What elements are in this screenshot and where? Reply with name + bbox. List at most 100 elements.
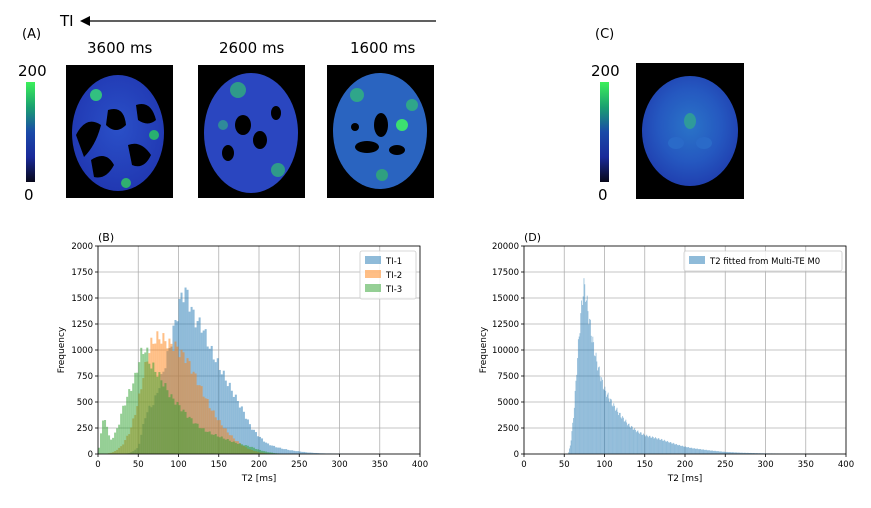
- hist-bar: [635, 429, 636, 454]
- hist-bar: [602, 388, 604, 454]
- hist-bar: [134, 372, 137, 454]
- hist-bar: [684, 446, 685, 454]
- hist-bar: [754, 453, 756, 454]
- x-tick-label: 150: [211, 460, 227, 470]
- x-tick-label: 350: [372, 460, 388, 470]
- hist-bar: [582, 296, 584, 454]
- hist-bar: [220, 374, 223, 454]
- hist-bar: [228, 382, 231, 454]
- y-tick-label: 2500: [497, 424, 519, 434]
- hist-bar: [653, 438, 655, 454]
- hist-bar: [592, 336, 594, 454]
- hist-bar: [613, 403, 615, 454]
- hist-bar: [631, 426, 633, 454]
- hist-bar: [244, 418, 247, 454]
- hist-bar: [585, 300, 587, 454]
- hist-bar: [658, 438, 660, 454]
- hist-bar: [569, 445, 571, 454]
- hist-bar: [250, 429, 253, 454]
- hist-bar: [631, 425, 632, 454]
- hist-bar: [206, 431, 209, 454]
- hist-bar: [587, 311, 589, 454]
- hist-bar: [212, 410, 215, 454]
- hist-bar: [242, 411, 245, 454]
- hist-bar: [742, 452, 743, 454]
- hist-bar: [606, 394, 608, 454]
- hist-bar: [673, 443, 675, 454]
- hist-bar: [256, 449, 259, 454]
- y-tick-label: 5000: [497, 398, 519, 408]
- x-tick-label: 300: [331, 460, 347, 470]
- y-tick-label: 7500: [497, 372, 519, 382]
- m0-t2-map: [636, 63, 744, 199]
- hist-bar: [307, 452, 310, 454]
- x-tick-label: 400: [412, 460, 428, 470]
- hist-bar: [706, 450, 708, 454]
- hist-bar: [218, 369, 221, 454]
- hist-bar: [738, 452, 739, 454]
- hist-bar: [680, 445, 681, 454]
- hist-bar: [186, 358, 189, 454]
- hist-bar: [208, 431, 211, 454]
- hist-bar: [156, 376, 159, 454]
- hist-bar: [663, 440, 665, 454]
- hist-bar: [152, 362, 155, 454]
- y-tick-label: 250: [77, 424, 93, 434]
- x-tick-label: 400: [838, 460, 854, 470]
- hist-bar: [629, 426, 631, 454]
- hist-bar: [289, 450, 292, 454]
- hist-bar: [696, 448, 698, 454]
- hist-bar: [202, 330, 205, 454]
- hist-bar: [146, 347, 149, 454]
- hist-bar: [726, 451, 728, 454]
- y-tick-label: 12500: [492, 320, 519, 330]
- hist-bar: [666, 441, 668, 454]
- hist-bar: [648, 435, 650, 454]
- hist-bar: [681, 445, 683, 454]
- hist-bar: [619, 412, 621, 454]
- hist-bar: [293, 450, 296, 454]
- hist-bar: [675, 444, 677, 454]
- hist-bar: [668, 442, 670, 454]
- hist-bar: [669, 441, 671, 454]
- t2-map-3600: [66, 65, 173, 198]
- hist-bar: [192, 423, 195, 454]
- hist-bar: [737, 452, 739, 454]
- hist-bar: [712, 450, 714, 454]
- hist-bar: [713, 450, 715, 454]
- hist-bar: [210, 410, 213, 454]
- hist-bar: [230, 390, 233, 454]
- hist-bar: [200, 386, 203, 454]
- hist-bar: [168, 338, 171, 454]
- hist-bar: [704, 450, 706, 454]
- hist-bar: [659, 439, 661, 454]
- hist-bar: [202, 396, 205, 454]
- hist-bar: [635, 432, 637, 454]
- hist-bar: [705, 449, 706, 454]
- hist-bar: [726, 451, 727, 454]
- hist-bar: [713, 450, 714, 454]
- hist-bar: [269, 452, 272, 454]
- hist-bar: [184, 363, 187, 454]
- hist-bar: [621, 418, 623, 454]
- t2-map-2600-graphic: [204, 73, 298, 193]
- hist-bar: [568, 452, 570, 454]
- hist-bar: [128, 389, 131, 454]
- hist-bar: [242, 445, 245, 454]
- hist-bar: [743, 452, 745, 454]
- hist-bar: [144, 352, 147, 454]
- hist-bar: [572, 422, 574, 454]
- hist-bar: [311, 452, 314, 454]
- hist-bar: [642, 434, 644, 454]
- hist-bar: [238, 443, 241, 454]
- hist-bar: [283, 449, 286, 454]
- hist-bar: [246, 419, 249, 454]
- hist-bar: [186, 417, 189, 454]
- t2-map-3600-graphic: [72, 75, 164, 191]
- hist-bar: [692, 448, 694, 454]
- panel-c-label: (C): [595, 27, 615, 42]
- x-tick-label: 150: [637, 460, 653, 470]
- hist-bar: [261, 450, 264, 454]
- hist-bar: [254, 432, 257, 454]
- hist-bar: [234, 442, 237, 454]
